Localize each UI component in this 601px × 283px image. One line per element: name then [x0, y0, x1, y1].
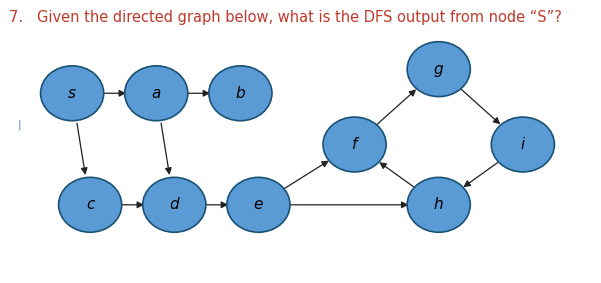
Ellipse shape: [407, 42, 471, 97]
Ellipse shape: [58, 177, 122, 232]
Text: s: s: [68, 86, 76, 101]
Ellipse shape: [407, 177, 471, 232]
Text: 7.   Given the directed graph below, what is the DFS output from node “S”?: 7. Given the directed graph below, what …: [9, 10, 562, 25]
Text: a: a: [151, 86, 161, 101]
Text: h: h: [434, 197, 444, 212]
Ellipse shape: [142, 177, 206, 232]
Text: e: e: [254, 197, 263, 212]
Ellipse shape: [491, 117, 555, 172]
Ellipse shape: [227, 177, 290, 232]
Text: c: c: [86, 197, 94, 212]
Ellipse shape: [40, 66, 104, 121]
Ellipse shape: [323, 117, 386, 172]
Text: b: b: [236, 86, 245, 101]
Ellipse shape: [209, 66, 272, 121]
Text: |: |: [18, 120, 22, 130]
Ellipse shape: [124, 66, 188, 121]
Text: f: f: [352, 137, 357, 152]
Text: i: i: [520, 137, 525, 152]
Text: g: g: [434, 62, 444, 77]
Text: d: d: [169, 197, 179, 212]
